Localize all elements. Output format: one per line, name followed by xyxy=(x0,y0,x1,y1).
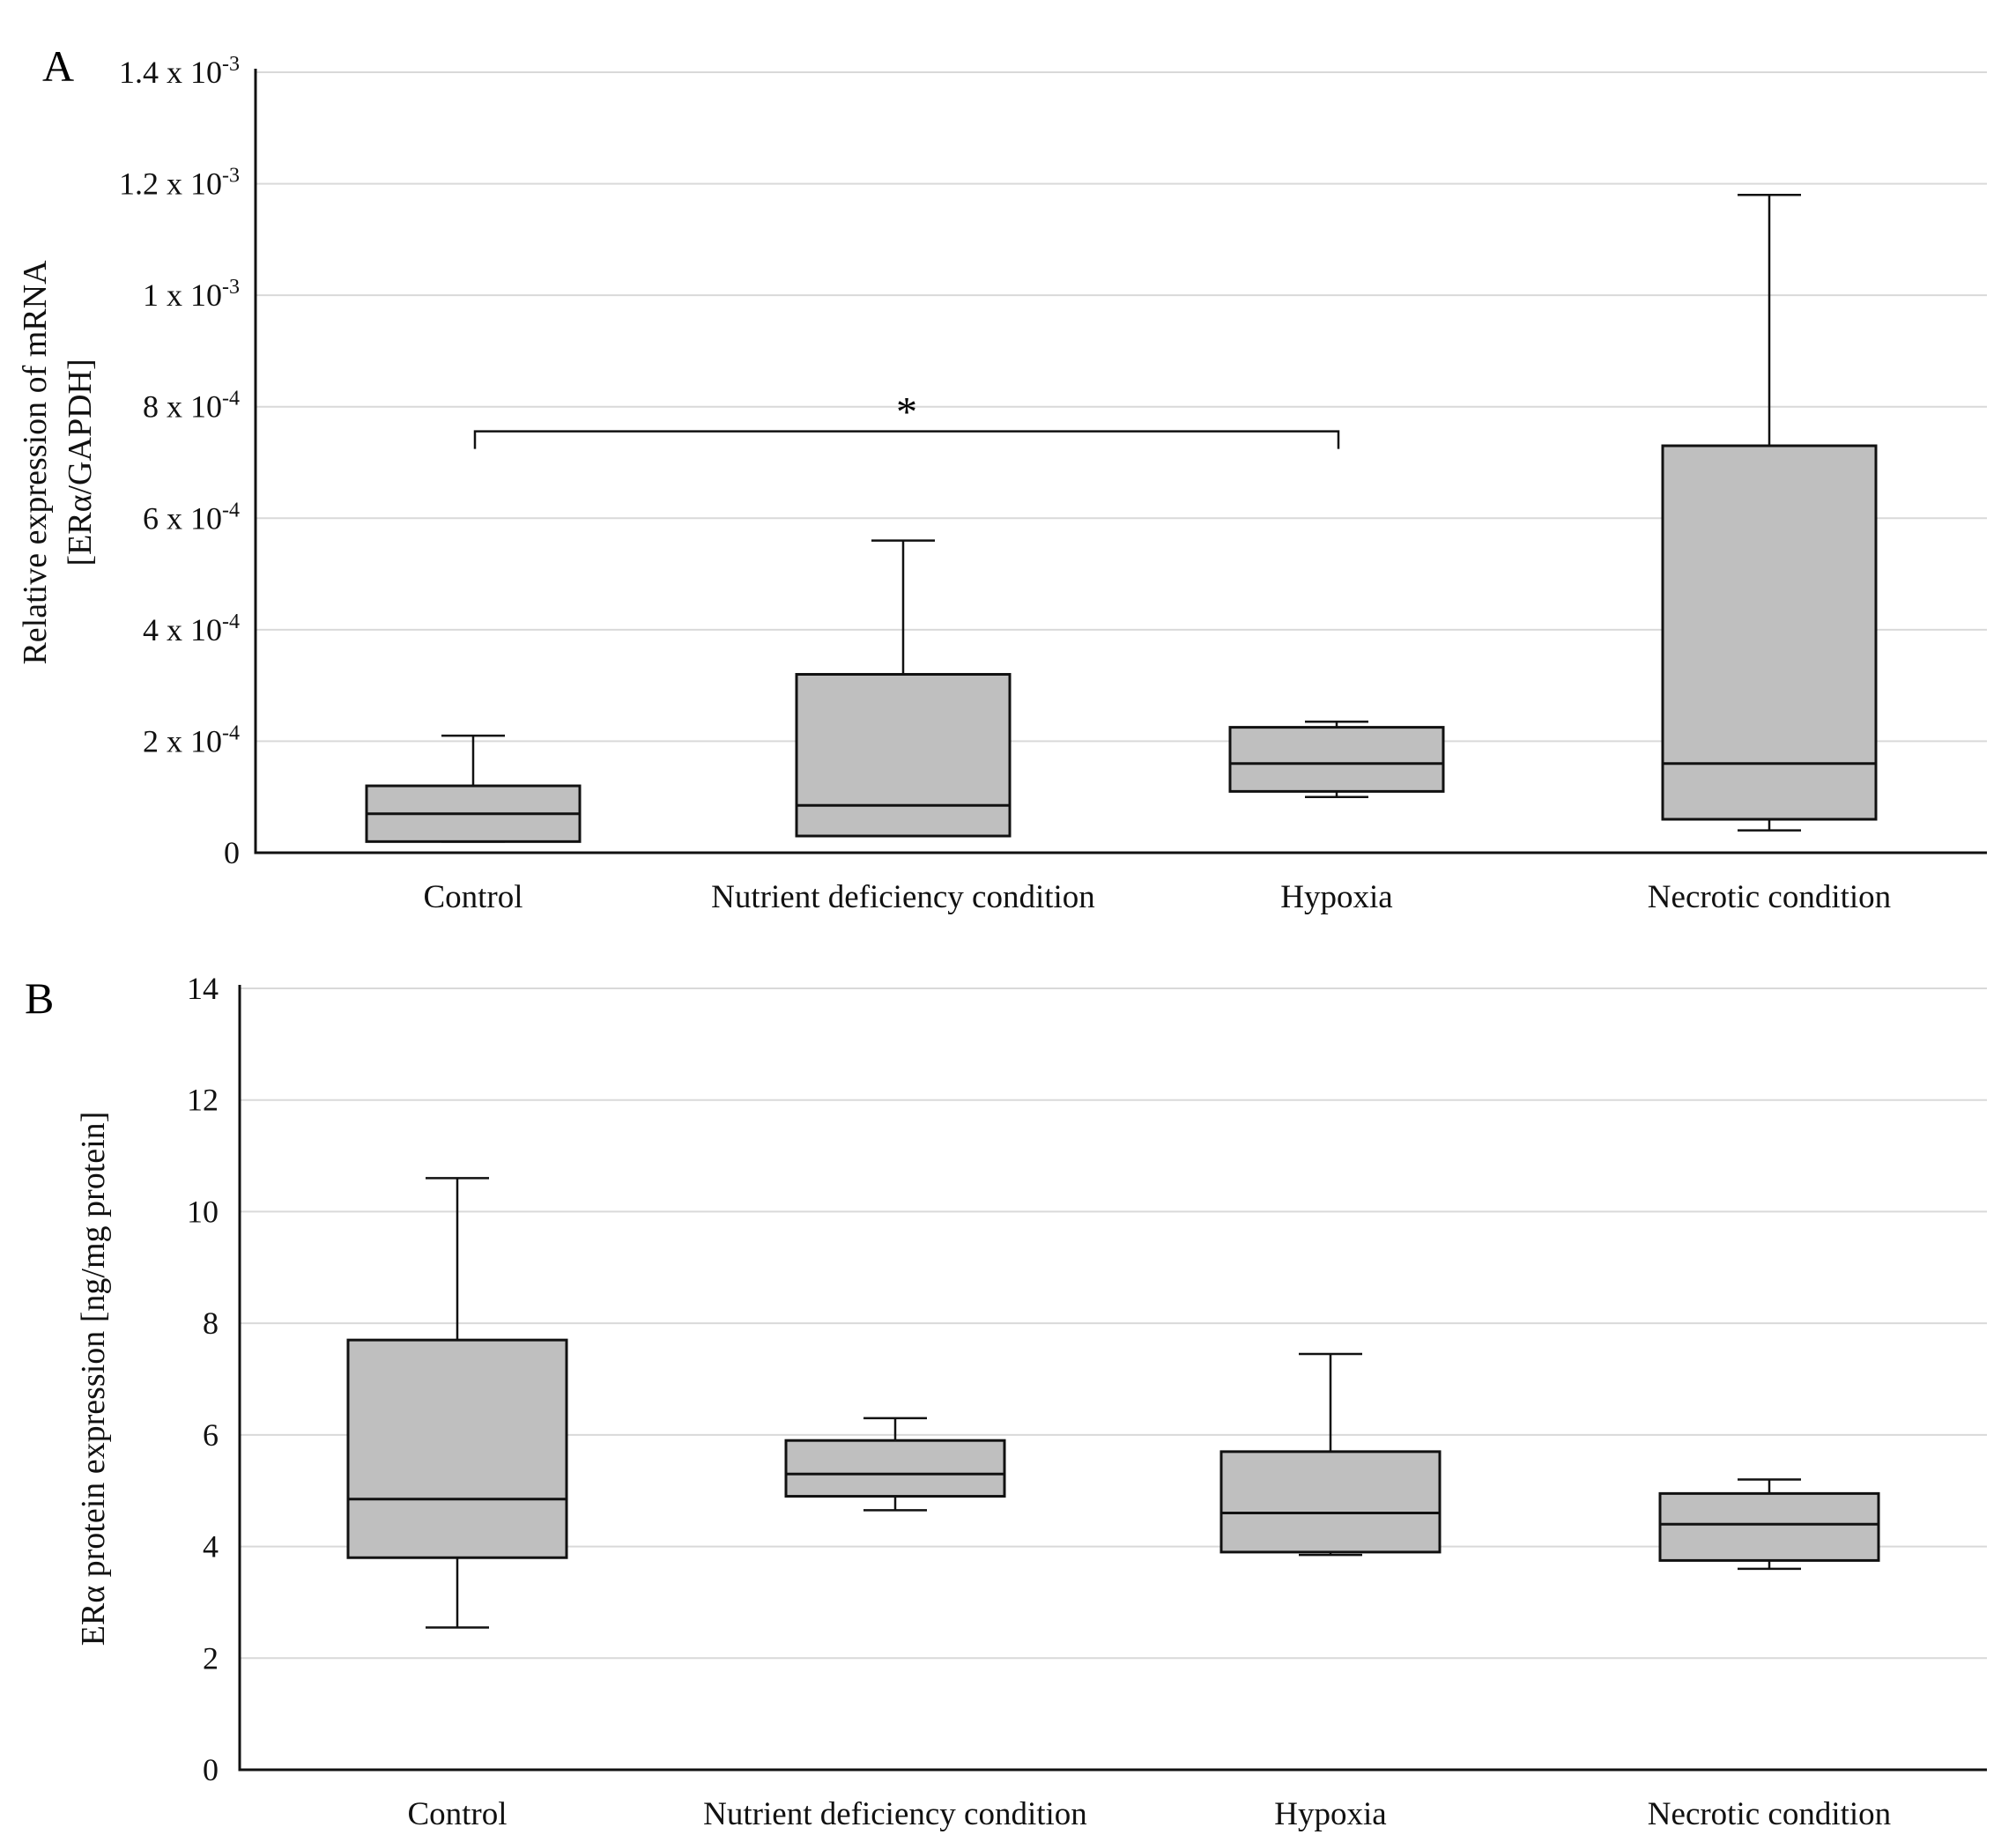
box-necrotic-condition xyxy=(1658,1478,1880,1571)
y-tick-label: 1 x 10-3 xyxy=(143,276,240,313)
box-necrotic-condition xyxy=(1661,193,1878,832)
x-category-label: Hypoxia xyxy=(1280,879,1392,915)
y-axis-label: [ERα/GAPDH] xyxy=(62,359,99,566)
y-axis-label: Relative expression of mRNA xyxy=(17,260,54,665)
y-tick-label: 12 xyxy=(187,1083,219,1118)
box-control xyxy=(365,734,582,843)
y-tick-label: 10 xyxy=(187,1194,219,1229)
box-iqr xyxy=(1658,1491,1880,1562)
box-iqr xyxy=(1219,1450,1442,1554)
x-category-label: Nutrient deficiency condition xyxy=(711,879,1095,915)
x-category-label: Nutrient deficiency condition xyxy=(703,1796,1087,1832)
x-category-label: Necrotic condition xyxy=(1648,879,1891,915)
box-iqr xyxy=(1661,444,1878,821)
axes xyxy=(238,985,1987,1772)
x-category-label: Control xyxy=(407,1796,507,1832)
y-tick-label: 4 xyxy=(203,1529,219,1565)
x-category-label: Hypoxia xyxy=(1274,1796,1386,1832)
y-tick-label: 2 x 10-4 xyxy=(143,721,240,758)
box-nutrient-deficiency-condition xyxy=(784,1417,1006,1512)
y-tick-label: 14 xyxy=(187,971,219,1006)
box-hypoxia xyxy=(1219,1352,1442,1557)
y-tick-label: 0 xyxy=(224,835,240,870)
y-axis-label: ERα protein expression [ng/mg protein] xyxy=(75,1112,112,1646)
axes xyxy=(254,69,1987,854)
box-hypoxia xyxy=(1228,721,1445,798)
box-control xyxy=(346,1177,568,1629)
panel-letter: A xyxy=(42,41,74,91)
significance-bracket xyxy=(473,430,1340,449)
y-tick-label: 8 x 10-4 xyxy=(143,388,240,425)
panel-a: A 0 2 x 10-4 4 x 10-4 6 x 10-4 8 x 10-4 1 x 10… xyxy=(17,41,1987,915)
panel-letter: B xyxy=(25,973,54,1023)
y-tick-label: 2 xyxy=(203,1640,219,1676)
significance-asterisk: * xyxy=(896,389,917,436)
box-iqr xyxy=(784,1439,1006,1498)
x-category-label: Necrotic condition xyxy=(1648,1796,1891,1832)
box-iqr xyxy=(346,1338,568,1559)
box-iqr xyxy=(1228,726,1445,793)
y-tick-label: 6 xyxy=(203,1417,219,1453)
y-tick-label: 1.2 x 10-3 xyxy=(119,165,240,202)
box-nutrient-deficiency-condition xyxy=(795,539,1012,838)
x-category-label: Control xyxy=(423,879,523,915)
y-tick-label: 4 x 10-4 xyxy=(143,610,240,647)
y-tick-label: 6 x 10-4 xyxy=(143,499,240,536)
y-tick-label: 0 xyxy=(203,1752,219,1787)
y-tick-label: 8 xyxy=(203,1306,219,1341)
box-iqr xyxy=(795,672,1012,838)
y-tick-label: 1.4 x 10-3 xyxy=(119,53,240,90)
panel-b: B 0 2 4 6 8 10 12 14 ERα protein expression [ng/m… xyxy=(25,971,1987,1832)
